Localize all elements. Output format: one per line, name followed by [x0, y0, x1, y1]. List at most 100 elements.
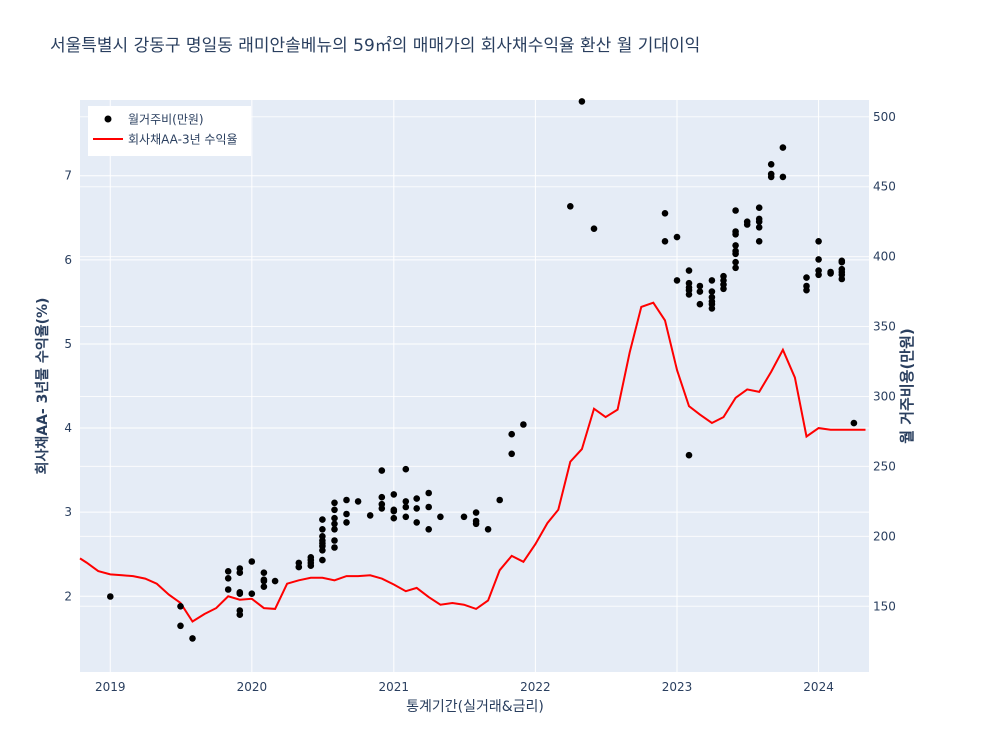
tick-label-y-right: 250	[873, 459, 896, 473]
scatter-point	[460, 513, 468, 521]
scatter-point	[767, 173, 775, 181]
legend-box	[88, 106, 251, 156]
scatter-point	[107, 593, 114, 600]
scatter-point	[307, 554, 315, 561]
scatter-point	[331, 526, 338, 533]
tick-label-y-right: 350	[873, 320, 896, 334]
scatter-point	[496, 496, 504, 504]
scatter-point	[720, 285, 727, 293]
scatter-point	[755, 218, 763, 225]
tick-label-x: 2023	[662, 680, 693, 694]
legend-label-scatter[interactable]: 월거주비(만원)	[128, 113, 204, 127]
plot-area	[80, 100, 869, 672]
scatter-point	[685, 267, 693, 274]
legend[interactable]: 월거주비(만원) 회사채AA-3년 수익율	[88, 106, 251, 156]
scatter-point	[508, 450, 515, 458]
series-line-bond-yield	[79, 301, 866, 623]
scatter-point	[838, 275, 846, 283]
scatter-point	[578, 98, 586, 105]
chart-title: 서울특별시 강동구 명일동 래미안솔베뉴의 59㎡의 매매가의 회사채수익율 환…	[50, 36, 700, 56]
scatter-point	[248, 590, 256, 597]
scatter-point	[673, 233, 681, 241]
scatter-point	[331, 499, 338, 507]
scatter-point	[248, 558, 256, 565]
scatter-point	[815, 238, 822, 245]
scatter-point	[378, 467, 386, 474]
scatter-point	[354, 498, 362, 505]
scatter-point	[673, 277, 681, 284]
scatter-point	[271, 577, 279, 585]
scatter-point	[743, 221, 751, 228]
scatter-point	[567, 203, 574, 210]
tick-label-y-right: 150	[873, 599, 896, 613]
scatter-point	[236, 569, 244, 576]
scatter-point	[661, 210, 669, 217]
scatter-point	[732, 264, 739, 272]
scatter-point	[755, 204, 763, 211]
scatter-point	[732, 242, 739, 249]
scatter-point	[319, 516, 326, 523]
scatter-point	[331, 544, 338, 551]
scatter-point	[343, 510, 350, 518]
scatter-point	[402, 513, 410, 521]
scatter-point	[390, 507, 398, 515]
scatter-point	[685, 451, 693, 459]
scatter-point	[708, 277, 716, 284]
scatter-point	[425, 526, 433, 533]
scatter-point	[307, 562, 315, 569]
scatter-point	[767, 161, 775, 168]
scatter-point	[803, 286, 810, 294]
scatter-point	[827, 270, 834, 277]
scatter-point	[236, 590, 244, 597]
scatter-point	[331, 520, 338, 528]
legend-label-line[interactable]: 회사채AA-3년 수익율	[128, 133, 238, 147]
scatter-point	[319, 556, 326, 564]
legend-marker-scatter	[104, 115, 112, 123]
x-axis-title: 통계기간(실거래&금리)	[406, 699, 544, 715]
scatter-point	[177, 603, 184, 610]
scatter-point	[413, 495, 421, 502]
scatter-point	[472, 520, 480, 528]
scatter-point	[390, 491, 398, 498]
scatter-point	[696, 282, 704, 290]
scatter-point	[366, 512, 374, 519]
scatter-point	[378, 505, 386, 512]
grid-lines	[80, 100, 869, 672]
y-axis-right-title: 월 거주비용(만원)	[898, 328, 916, 444]
scatter-point	[732, 258, 739, 266]
tick-label-y-right: 200	[873, 529, 896, 543]
tick-label-y-right: 450	[873, 180, 896, 194]
scatter-point	[755, 224, 763, 231]
scatter-point	[343, 519, 350, 526]
scatter-point	[815, 256, 822, 263]
scatter-point	[732, 207, 739, 214]
scatter-point	[803, 274, 810, 281]
scatter-point	[402, 503, 410, 511]
scatter-point	[520, 421, 527, 428]
scatter-point	[590, 225, 598, 232]
axis-tick-labels: 2 3 4 5 6 7 150 200 250 300 350 400 450 500 2019 2020 20…	[64, 110, 896, 694]
scatter-point	[390, 514, 398, 522]
scatter-point	[260, 577, 268, 585]
tick-label-x: 2019	[95, 680, 126, 694]
scatter-point	[331, 514, 338, 522]
scatter-point	[177, 622, 184, 630]
scatter-point	[224, 575, 232, 582]
scatter-point	[732, 250, 739, 258]
scatter-point	[838, 258, 846, 266]
scatter-point	[295, 563, 303, 571]
scatter-point	[319, 526, 326, 533]
y-axis-left-title: 회사채AA- 3년물 수익율(%)	[34, 298, 51, 475]
scatter-point	[484, 526, 492, 533]
scatter-point	[260, 569, 268, 576]
tick-label-y-left: 3	[64, 505, 72, 519]
scatter-point	[508, 430, 515, 438]
scatter-point	[779, 173, 787, 181]
scatter-point	[378, 493, 386, 501]
tick-label-y-left: 5	[64, 337, 72, 351]
scatter-point	[402, 465, 410, 473]
tick-label-y-right: 400	[873, 250, 896, 264]
tick-label-y-left: 4	[64, 421, 72, 435]
scatter-point	[696, 300, 704, 308]
